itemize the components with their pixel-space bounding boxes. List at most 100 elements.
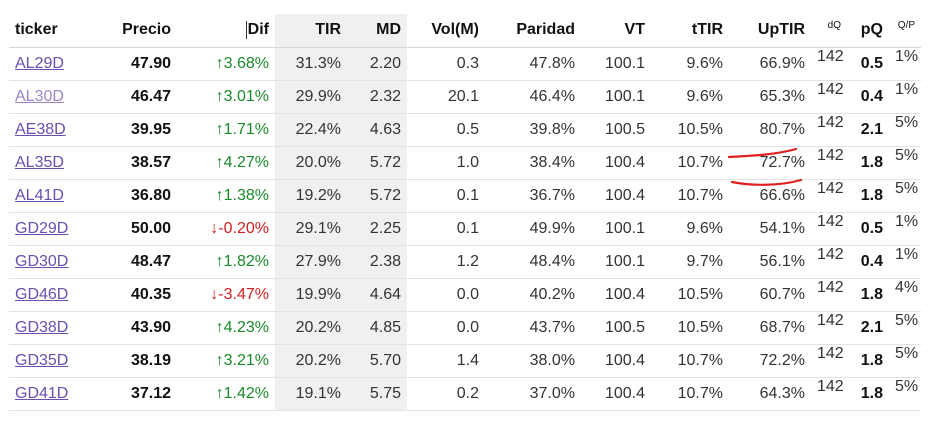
cell-md: 5.75 bbox=[347, 377, 407, 411]
cell-ticker: AL29D bbox=[9, 47, 97, 81]
cell-tir: 19.9% bbox=[275, 278, 347, 312]
cell-vol: 1.0 bbox=[407, 146, 485, 180]
cell-ticker: AL35D bbox=[9, 146, 97, 180]
table-row: GD29D 50.00 ↓-0.20% 29.1% 2.25 0.1 49.9% 100.1 9… bbox=[9, 212, 921, 246]
cell-vol: 20.1 bbox=[407, 80, 485, 114]
cell-uptir: 66.9% bbox=[729, 47, 811, 81]
table-row: GD46D 40.35 ↓-3.47% 19.9% 4.64 0.0 40.2% 100.4 1… bbox=[9, 278, 921, 312]
cell-paridad: 39.8% bbox=[485, 113, 581, 147]
cell-uptir: 68.7% bbox=[729, 311, 811, 345]
cell-ttir: 9.7% bbox=[651, 245, 729, 279]
ticker-link[interactable]: GD38D bbox=[15, 318, 69, 336]
cell-md: 2.20 bbox=[347, 47, 407, 81]
header-md[interactable]: MD bbox=[347, 14, 407, 48]
cell-precio: 37.12 bbox=[97, 377, 177, 411]
table-body: AL29D 47.90 ↑3.68% 31.3% 2.20 0.3 47.8% 100.1 9.… bbox=[9, 47, 921, 411]
cell-paridad: 37.0% bbox=[485, 377, 581, 411]
ticker-link[interactable]: GD35D bbox=[15, 351, 69, 369]
bonds-table: ticker Precio Dif TIR MD Vol(M) Paridad … bbox=[9, 14, 921, 411]
cell-pq: 1.8 bbox=[847, 344, 889, 378]
cell-md: 4.64 bbox=[347, 278, 407, 312]
header-qp[interactable]: Q/P bbox=[889, 14, 921, 48]
cell-pq: 0.4 bbox=[847, 80, 889, 114]
cell-tir: 29.9% bbox=[275, 80, 347, 114]
cell-vt: 100.4 bbox=[581, 344, 651, 378]
cell-dq: 142 bbox=[811, 278, 847, 312]
cell-ticker: GD41D bbox=[9, 377, 97, 411]
cell-qp: 1% bbox=[889, 245, 921, 279]
cell-ttir: 10.7% bbox=[651, 179, 729, 213]
cell-paridad: 46.4% bbox=[485, 80, 581, 114]
ticker-link[interactable]: GD41D bbox=[15, 384, 69, 402]
cell-tir: 27.9% bbox=[275, 245, 347, 279]
cell-pq: 1.8 bbox=[847, 377, 889, 411]
cell-qp: 5% bbox=[889, 377, 921, 411]
cell-dif: ↓-3.47% bbox=[177, 278, 275, 312]
cell-pq: 1.8 bbox=[847, 179, 889, 213]
cell-uptir: 72.7% bbox=[729, 146, 811, 180]
cell-ttir: 9.6% bbox=[651, 47, 729, 81]
cell-vt: 100.1 bbox=[581, 245, 651, 279]
ticker-link[interactable]: AL30D bbox=[15, 87, 64, 105]
cell-precio: 38.57 bbox=[97, 146, 177, 180]
header-dif[interactable]: Dif bbox=[177, 14, 275, 48]
cell-paridad: 38.0% bbox=[485, 344, 581, 378]
cell-md: 2.32 bbox=[347, 80, 407, 114]
cell-vol: 1.2 bbox=[407, 245, 485, 279]
cell-uptir: 60.7% bbox=[729, 278, 811, 312]
cell-pq: 0.5 bbox=[847, 212, 889, 246]
cell-ttir: 10.7% bbox=[651, 344, 729, 378]
cell-tir: 31.3% bbox=[275, 47, 347, 81]
cell-vt: 100.4 bbox=[581, 377, 651, 411]
cell-uptir: 72.2% bbox=[729, 344, 811, 378]
cell-tir: 19.1% bbox=[275, 377, 347, 411]
cell-paridad: 49.9% bbox=[485, 212, 581, 246]
cell-md: 5.70 bbox=[347, 344, 407, 378]
cell-ttir: 10.7% bbox=[651, 146, 729, 180]
header-precio[interactable]: Precio bbox=[97, 14, 177, 48]
cell-dq: 142 bbox=[811, 80, 847, 114]
table-row: GD41D 37.12 ↑1.42% 19.1% 5.75 0.2 37.0% 100.4 10… bbox=[9, 377, 921, 411]
table-row: AL29D 47.90 ↑3.68% 31.3% 2.20 0.3 47.8% 100.1 9.… bbox=[9, 47, 921, 81]
header-ticker[interactable]: ticker bbox=[9, 14, 97, 48]
table-row: GD35D 38.19 ↑3.21% 20.2% 5.70 1.4 38.0% 100.4 10… bbox=[9, 344, 921, 378]
cell-tir: 22.4% bbox=[275, 113, 347, 147]
header-paridad[interactable]: Paridad bbox=[485, 14, 581, 48]
cell-dq: 142 bbox=[811, 344, 847, 378]
cell-qp: 5% bbox=[889, 311, 921, 345]
cell-dif: ↑3.21% bbox=[177, 344, 275, 378]
ticker-link[interactable]: GD30D bbox=[15, 252, 69, 270]
cell-dif: ↑4.23% bbox=[177, 311, 275, 345]
header-uptir[interactable]: UpTIR bbox=[729, 14, 811, 48]
cell-vol: 0.0 bbox=[407, 278, 485, 312]
cell-precio: 47.90 bbox=[97, 47, 177, 81]
cell-vt: 100.5 bbox=[581, 311, 651, 345]
header-ttir[interactable]: tTIR bbox=[651, 14, 729, 48]
cell-vol: 0.3 bbox=[407, 47, 485, 81]
cell-pq: 1.8 bbox=[847, 278, 889, 312]
header-dq[interactable]: dQ bbox=[811, 14, 847, 48]
cell-vt: 100.4 bbox=[581, 146, 651, 180]
cell-ticker: GD46D bbox=[9, 278, 97, 312]
header-vol[interactable]: Vol(M) bbox=[407, 14, 485, 48]
header-tir[interactable]: TIR bbox=[275, 14, 347, 48]
ticker-link[interactable]: AE38D bbox=[15, 120, 66, 138]
cell-uptir: 54.1% bbox=[729, 212, 811, 246]
ticker-link[interactable]: AL35D bbox=[15, 153, 64, 171]
text-cursor-icon bbox=[245, 21, 247, 40]
cell-qp: 1% bbox=[889, 47, 921, 81]
cell-dq: 142 bbox=[811, 311, 847, 345]
cell-dq: 142 bbox=[811, 146, 847, 180]
cell-vt: 100.4 bbox=[581, 278, 651, 312]
ticker-link[interactable]: GD29D bbox=[15, 219, 69, 237]
cell-dq: 142 bbox=[811, 179, 847, 213]
cell-dq: 142 bbox=[811, 113, 847, 147]
cell-ttir: 10.5% bbox=[651, 278, 729, 312]
ticker-link[interactable]: GD46D bbox=[15, 285, 69, 303]
ticker-link[interactable]: AL41D bbox=[15, 186, 64, 204]
ticker-link[interactable]: AL29D bbox=[15, 54, 64, 72]
cell-dq: 142 bbox=[811, 47, 847, 81]
header-vt[interactable]: VT bbox=[581, 14, 651, 48]
cell-dif: ↑1.71% bbox=[177, 113, 275, 147]
header-pq[interactable]: pQ bbox=[847, 14, 889, 48]
